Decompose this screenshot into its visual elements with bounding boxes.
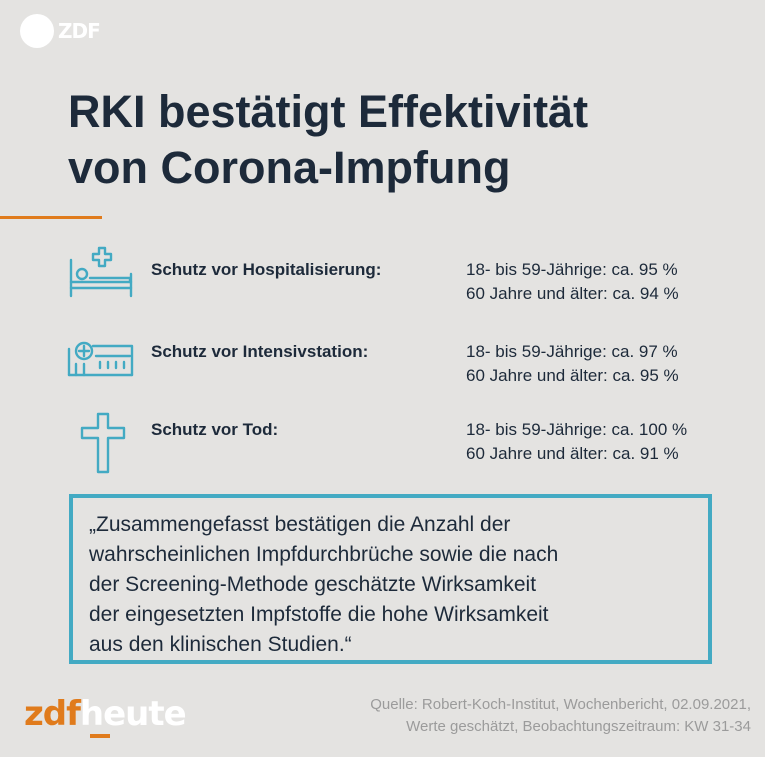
quote-box: „Zusammengefasst bestätigen die Anzahl d… xyxy=(69,494,712,664)
brand-heute-text: heute xyxy=(79,694,187,734)
zdf-logo-text: ZDF xyxy=(58,19,101,43)
protection-label: Schutz vor Hospitalisierung: xyxy=(151,260,382,279)
title-line-2: von Corona-Impfung xyxy=(68,142,511,193)
brand-zdf-text: zdf xyxy=(24,694,81,734)
protection-values: 18- bis 59-Jährige: ca. 95 % 60 Jahre un… xyxy=(466,258,679,306)
brand-underscore xyxy=(90,734,110,738)
quote-text: „Zusammengefasst bestätigen die Anzahl d… xyxy=(89,510,709,660)
quote-line: der eingesetzten Impfstoffe die hohe Wir… xyxy=(89,603,549,626)
source-line-2: Werte geschätzt, Beobachtungszeitraum: K… xyxy=(406,718,751,735)
zdfheute-logo: zdfheute xyxy=(24,694,187,742)
quote-line: wahrscheinlichen Impfdurchbrüche sowie d… xyxy=(89,543,559,566)
cross-icon xyxy=(80,412,126,474)
title-line-1: RKI bestätigt Effektivität xyxy=(68,86,589,137)
protection-label: Schutz vor Intensivstation: xyxy=(151,342,369,361)
value-age-60-plus: 60 Jahre und älter: ca. 95 % xyxy=(466,366,679,385)
protection-row-hospitalisation: Schutz vor Hospitalisierung: 18- bis 59-… xyxy=(0,244,765,324)
protection-values: 18- bis 59-Jährige: ca. 97 % 60 Jahre un… xyxy=(466,340,679,388)
protection-label: Schutz vor Tod: xyxy=(151,420,279,439)
orange-accent-divider xyxy=(0,216,102,219)
page-title: RKI bestätigt Effektivität von Corona-Im… xyxy=(68,84,728,196)
value-age-60-plus: 60 Jahre und älter: ca. 91 % xyxy=(466,444,679,463)
zdf-watermark-logo: ZDF xyxy=(20,14,102,48)
quote-line: der Screening-Methode geschätzte Wirksam… xyxy=(89,573,537,596)
value-age-18-59: 18- bis 59-Jährige: ca. 100 % xyxy=(466,420,688,439)
value-age-18-59: 18- bis 59-Jährige: ca. 95 % xyxy=(466,260,678,279)
protection-values: 18- bis 59-Jährige: ca. 100 % 60 Jahre u… xyxy=(466,418,687,466)
quote-line: aus den klinischen Studien.“ xyxy=(89,633,352,656)
hospital-bed-icon xyxy=(69,246,133,298)
zdf-logo-circle xyxy=(20,14,54,48)
source-line-1: Quelle: Robert-Koch-Institut, Wochenberi… xyxy=(370,696,751,713)
value-age-60-plus: 60 Jahre und älter: ca. 94 % xyxy=(466,284,679,303)
protection-row-death: Schutz vor Tod: 18- bis 59-Jährige: ca. … xyxy=(0,404,765,484)
source-note: Quelle: Robert-Koch-Institut, Wochenberi… xyxy=(370,694,751,738)
hospital-building-icon xyxy=(67,341,134,377)
quote-line: „Zusammengefasst bestätigen die Anzahl d… xyxy=(89,513,511,536)
value-age-18-59: 18- bis 59-Jährige: ca. 97 % xyxy=(466,342,678,361)
protection-row-icu: Schutz vor Intensivstation: 18- bis 59-J… xyxy=(0,324,765,404)
